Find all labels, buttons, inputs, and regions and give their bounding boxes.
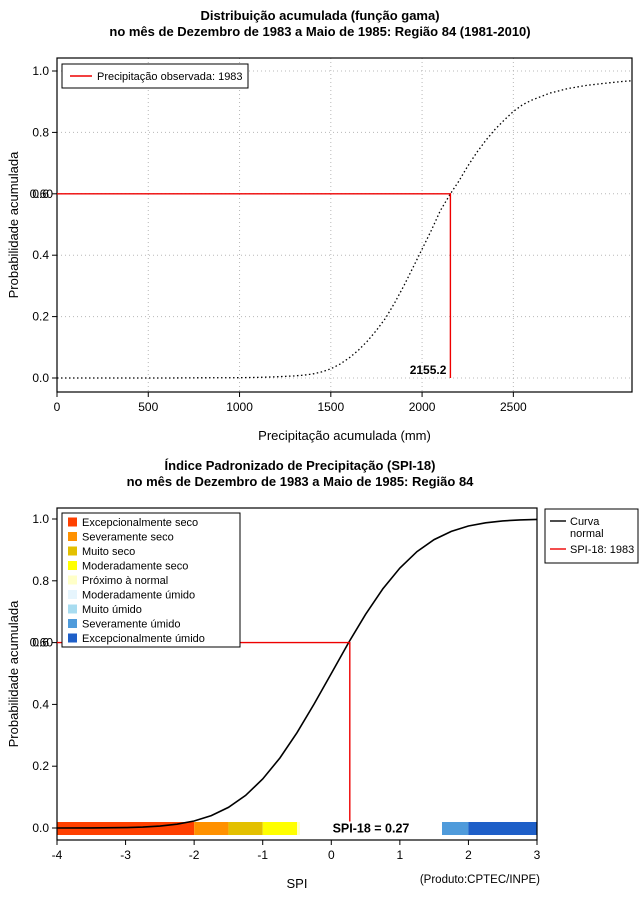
category-swatch (68, 633, 77, 643)
x-tick-label: 1500 (317, 400, 344, 414)
x-tick-label: 0 (328, 848, 335, 862)
x-tick-label: 1 (397, 848, 404, 862)
marker-probability-label: 0.60 (30, 187, 54, 201)
spi-chart-title: Índice Padronizado de Precipitação (SPI-… (0, 458, 600, 490)
y-tick-label: 0.6 (32, 187, 49, 201)
plot-border (56, 57, 633, 393)
gamma-chart-title-line1: Distribuição acumulada (função gama) (200, 8, 440, 23)
x-tick-label: 500 (138, 400, 158, 414)
category-swatch (68, 517, 77, 527)
category-label: Muito úmido (82, 604, 142, 616)
spi-colorbar-segment (434, 822, 469, 835)
category-label: Muito seco (82, 546, 135, 558)
line-legend-label: Curva (570, 516, 600, 528)
spi-colorbar-segment (194, 822, 229, 835)
spi-chart-title-line2: no mês de Dezembro de 1983 a Maio de 198… (126, 474, 474, 489)
category-label: Próximo à normal (82, 575, 168, 587)
x-tick-label: 3 (534, 848, 541, 862)
x-tick-label: 2 (465, 848, 472, 862)
y-tick-label: 0.2 (32, 759, 49, 773)
x-tick-label: -4 (52, 848, 63, 862)
category-swatch (68, 561, 77, 570)
plot-border (56, 507, 538, 841)
y-tick-label: 0.6 (32, 636, 49, 650)
spi-colorbar-segment (57, 822, 195, 835)
y-tick-label: 0.0 (32, 371, 49, 385)
spi-y-axis-title: Probabilidade acumulada (6, 600, 21, 748)
spi-colorbar-segment (468, 822, 537, 835)
category-swatch (68, 546, 77, 556)
x-tick-label: -1 (257, 848, 268, 862)
y-tick-label: 0.2 (32, 310, 49, 324)
spi-chart: -4 -3 -2 -1 0 1 2 3 0.0 0.2 0.4 0.6 0.8 1.0 0.60 SPI-18… (0, 450, 640, 900)
category-label: Moderadamente úmido (82, 590, 195, 602)
category-swatch (68, 532, 77, 541)
line-legend-label: SPI-18: 1983 (570, 544, 634, 556)
marker-probability-label: 0.60 (30, 636, 54, 650)
legend-box (61, 63, 249, 89)
y-tick-label: 0.8 (32, 125, 49, 139)
y-tick-label: 0.8 (32, 574, 49, 588)
x-tick-label: 1000 (226, 400, 253, 414)
spi-plot: -4 -3 -2 -1 0 1 2 3 0.0 0.2 0.4 0.6 0.8 1.0 0.60 SPI-18… (30, 507, 639, 862)
spi-chart-title-line1: Índice Padronizado de Precipitação (SPI-… (164, 458, 436, 473)
gamma-distribution-chart: 0 500 1000 1500 2000 2500 0.0 0.2 0.4 0.6 0.8 1.0 0.… (0, 8, 640, 443)
y-tick-label: 0.4 (32, 697, 49, 711)
y-tick-label: 1.0 (32, 512, 49, 526)
y-tick-label: 1.0 (32, 64, 49, 78)
x-tick-label: 0 (54, 400, 61, 414)
x-tick-label: 2000 (409, 400, 436, 414)
gamma-chart-title: Distribuição acumulada (função gama) no … (0, 8, 640, 40)
category-label: Severamente seco (82, 532, 174, 544)
spi-x-axis-title: SPI (286, 876, 308, 891)
cdf-curve (56, 518, 538, 829)
y-tick-label: 0.0 (32, 821, 49, 835)
x-tick-label: 2500 (500, 400, 527, 414)
gamma-distribution-plot: 0 500 1000 1500 2000 2500 0.0 0.2 0.4 0.6 0.8 1.0 0.… (30, 57, 633, 414)
category-label: Moderadamente seco (82, 561, 188, 573)
gamma-x-axis-title: Precipitação acumulada (mm) (258, 428, 431, 443)
gamma-chart-title-line2: no mês de Dezembro de 1983 a Maio de 198… (109, 24, 531, 39)
line-legend-box (544, 508, 639, 564)
cdf-curve (57, 80, 633, 379)
spi-colorbar-segment (262, 822, 297, 835)
line-legend-label: normal (570, 528, 604, 540)
category-swatch (68, 590, 77, 599)
gamma-y-axis-title: Probabilidade acumulada (6, 151, 21, 299)
category-label: Severamente úmido (82, 619, 180, 631)
observed-marker-line (57, 641, 351, 822)
x-tick-label: -2 (189, 848, 200, 862)
legend-label: Precipitação observada: 1983 (97, 71, 243, 83)
category-swatch (68, 619, 77, 628)
y-tick-label: 0.4 (32, 248, 49, 262)
x-tick-label: -3 (120, 848, 131, 862)
category-label: Excepcionalmente úmido (82, 633, 205, 645)
observed-marker-line (57, 193, 452, 378)
product-credit: (Produto:CPTEC/INPE) (419, 874, 540, 886)
spi-colorbar-segment (228, 822, 263, 835)
category-swatch (68, 604, 77, 614)
category-label: Excepcionalmente seco (82, 517, 198, 529)
category-legend-box (61, 512, 241, 648)
marker-x-value-label: 2155.2 (410, 363, 447, 377)
spi-value-label: SPI-18 = 0.27 (333, 822, 410, 836)
spi-value-label-bg (300, 821, 442, 836)
category-swatch (68, 575, 77, 585)
